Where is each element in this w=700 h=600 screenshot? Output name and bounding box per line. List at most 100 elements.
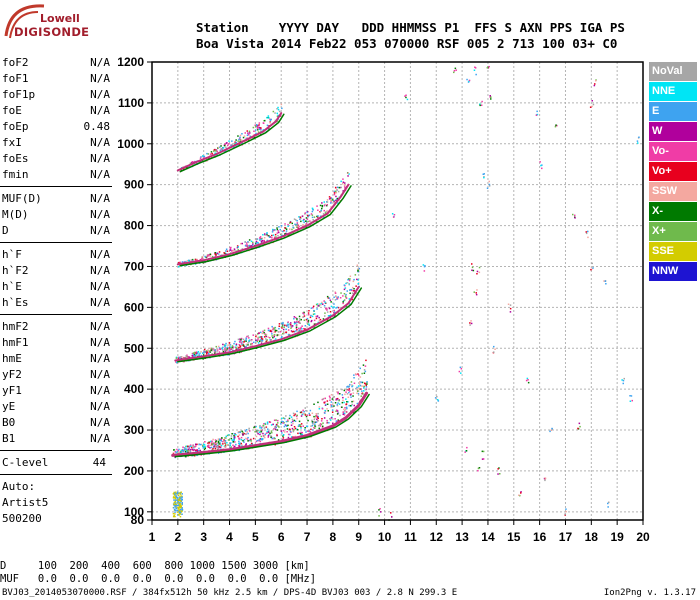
echo-point — [300, 425, 302, 428]
echo-point — [267, 327, 270, 330]
echo-point — [292, 420, 294, 423]
echo-point — [339, 414, 341, 417]
param-row-d: D N/A — [2, 223, 110, 239]
echo-point — [308, 314, 310, 316]
echo-point — [179, 357, 181, 359]
param-value: N/A — [90, 400, 110, 413]
echo-point — [276, 433, 278, 436]
echo-point — [291, 427, 294, 430]
trace-x-mode — [174, 393, 370, 458]
echo-point — [244, 430, 247, 432]
echo-point — [299, 218, 301, 220]
echo-point — [313, 216, 316, 218]
echo-point — [277, 425, 279, 427]
echo-point — [316, 303, 319, 305]
echo-point — [549, 430, 551, 433]
x-tick-label: 5 — [252, 530, 259, 544]
echo-point — [507, 303, 510, 305]
echo-point — [257, 131, 260, 133]
echo-point — [195, 443, 197, 445]
echo-point — [273, 236, 276, 239]
echo-point — [176, 496, 179, 499]
param-value: 44 — [92, 456, 106, 469]
echo-point — [188, 451, 191, 453]
echo-point — [315, 413, 317, 415]
echo-point — [298, 216, 300, 218]
echo-point — [351, 385, 353, 388]
echo-point — [202, 444, 204, 447]
echo-point — [482, 173, 484, 175]
echo-point — [177, 498, 179, 500]
echo-point — [276, 120, 279, 122]
echo-point — [194, 259, 197, 262]
echo-point — [347, 401, 349, 403]
echo-point — [299, 216, 302, 218]
echo-point — [174, 450, 176, 453]
echo-point — [295, 327, 298, 330]
echo-point — [208, 157, 210, 160]
echo-point — [189, 162, 192, 165]
echo-point — [349, 278, 351, 280]
echo-point — [225, 250, 227, 252]
echo-point — [302, 225, 305, 227]
echo-point — [227, 444, 229, 446]
echo-point — [177, 491, 179, 493]
echo-point — [355, 387, 357, 390]
echo-point — [269, 121, 271, 123]
echo-point — [235, 141, 238, 144]
echo-point — [247, 241, 249, 243]
echo-point — [324, 315, 326, 317]
echo-point — [316, 205, 318, 207]
echo-point — [250, 343, 252, 345]
echo-point — [295, 330, 297, 332]
echo-point — [301, 413, 304, 416]
param-name: hmF1 — [2, 336, 29, 349]
echo-point — [255, 435, 258, 438]
echo-point — [362, 393, 364, 395]
echo-point — [208, 254, 210, 256]
logo-line1: Lowell — [40, 12, 80, 25]
echo-point — [261, 429, 263, 432]
echo-point — [187, 356, 189, 358]
echo-point — [276, 232, 279, 234]
echo-point — [260, 238, 263, 241]
trace-o-mode — [171, 391, 368, 457]
echo-point — [536, 110, 538, 113]
echo-point — [174, 502, 177, 505]
echo-point — [262, 330, 264, 333]
echo-point — [490, 96, 492, 98]
echo-point — [250, 240, 253, 243]
echo-point — [258, 336, 260, 339]
x-tick-label: 3 — [200, 530, 207, 544]
echo-point — [518, 494, 520, 496]
echo-point — [498, 467, 500, 469]
echo-point — [474, 66, 476, 68]
echo-point — [277, 331, 280, 333]
echo-point — [213, 442, 215, 444]
echo-point — [294, 435, 297, 438]
echo-point — [296, 333, 299, 336]
echo-point — [341, 394, 344, 396]
echo-point — [177, 356, 180, 359]
echo-point — [186, 451, 188, 453]
echo-point — [248, 244, 251, 247]
echo-point — [261, 338, 264, 340]
echo-point — [183, 261, 185, 264]
echo-point — [240, 342, 243, 344]
echo-point — [342, 396, 344, 399]
echo-point — [218, 351, 221, 353]
echo-point — [259, 236, 262, 238]
echo-point — [262, 432, 264, 435]
echo-point — [220, 439, 222, 442]
echo-point — [312, 313, 315, 315]
echo-point — [278, 231, 280, 234]
echo-point — [317, 417, 319, 420]
echo-point — [357, 269, 359, 271]
echo-point — [248, 239, 251, 241]
echo-point — [282, 331, 285, 333]
echo-point — [299, 328, 302, 330]
echo-point — [479, 103, 481, 105]
echo-point — [240, 139, 243, 141]
param-row-hme: hmE N/A — [2, 351, 110, 367]
echo-point — [255, 132, 257, 135]
